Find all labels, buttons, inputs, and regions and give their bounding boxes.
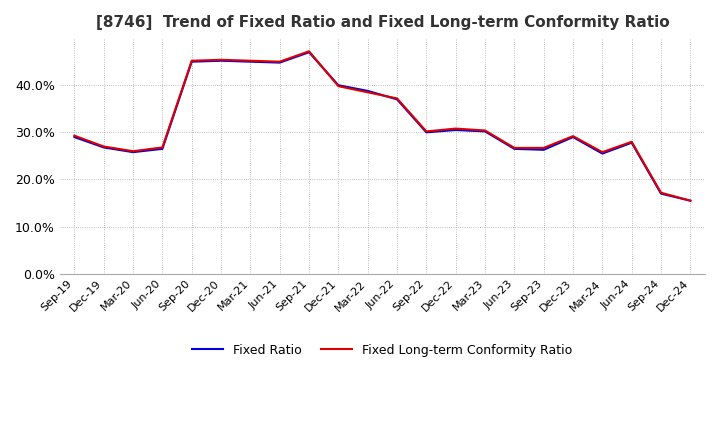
Fixed Long-term Conformity Ratio	[99, 144, 108, 149]
Fixed Long-term Conformity Ratio	[158, 145, 167, 150]
Fixed Ratio	[539, 147, 548, 152]
Fixed Ratio	[70, 135, 78, 140]
Fixed Ratio	[686, 198, 695, 203]
Fixed Long-term Conformity Ratio	[275, 59, 284, 64]
Fixed Long-term Conformity Ratio	[481, 128, 490, 133]
Fixed Ratio	[275, 60, 284, 65]
Fixed Long-term Conformity Ratio	[305, 49, 313, 54]
Fixed Long-term Conformity Ratio	[422, 129, 431, 134]
Fixed Long-term Conformity Ratio	[539, 145, 548, 150]
Fixed Ratio	[627, 140, 636, 145]
Fixed Ratio	[422, 130, 431, 135]
Fixed Long-term Conformity Ratio	[70, 133, 78, 138]
Fixed Ratio	[305, 50, 313, 55]
Fixed Ratio	[569, 135, 577, 140]
Fixed Ratio	[187, 59, 196, 64]
Legend: Fixed Ratio, Fixed Long-term Conformity Ratio: Fixed Ratio, Fixed Long-term Conformity …	[187, 339, 577, 362]
Fixed Ratio	[99, 145, 108, 150]
Fixed Ratio	[392, 97, 401, 102]
Fixed Ratio	[217, 58, 225, 63]
Fixed Ratio	[246, 59, 255, 64]
Fixed Ratio	[481, 129, 490, 134]
Line: Fixed Ratio: Fixed Ratio	[74, 52, 690, 201]
Fixed Long-term Conformity Ratio	[686, 198, 695, 203]
Fixed Long-term Conformity Ratio	[187, 58, 196, 63]
Title: [8746]  Trend of Fixed Ratio and Fixed Long-term Conformity Ratio: [8746] Trend of Fixed Ratio and Fixed Lo…	[96, 15, 669, 30]
Fixed Ratio	[451, 127, 460, 132]
Fixed Long-term Conformity Ratio	[569, 133, 577, 139]
Fixed Ratio	[129, 150, 138, 155]
Fixed Long-term Conformity Ratio	[392, 96, 401, 101]
Fixed Long-term Conformity Ratio	[129, 149, 138, 154]
Fixed Long-term Conformity Ratio	[510, 145, 518, 150]
Fixed Ratio	[158, 146, 167, 151]
Fixed Long-term Conformity Ratio	[364, 90, 372, 95]
Fixed Ratio	[510, 146, 518, 151]
Fixed Long-term Conformity Ratio	[598, 150, 607, 155]
Fixed Ratio	[657, 191, 665, 196]
Fixed Ratio	[364, 88, 372, 94]
Fixed Long-term Conformity Ratio	[246, 58, 255, 63]
Fixed Long-term Conformity Ratio	[334, 84, 343, 89]
Fixed Long-term Conformity Ratio	[217, 57, 225, 62]
Fixed Long-term Conformity Ratio	[627, 139, 636, 144]
Fixed Ratio	[598, 151, 607, 156]
Line: Fixed Long-term Conformity Ratio: Fixed Long-term Conformity Ratio	[74, 51, 690, 201]
Fixed Long-term Conformity Ratio	[451, 126, 460, 131]
Fixed Long-term Conformity Ratio	[657, 190, 665, 195]
Fixed Ratio	[334, 83, 343, 88]
